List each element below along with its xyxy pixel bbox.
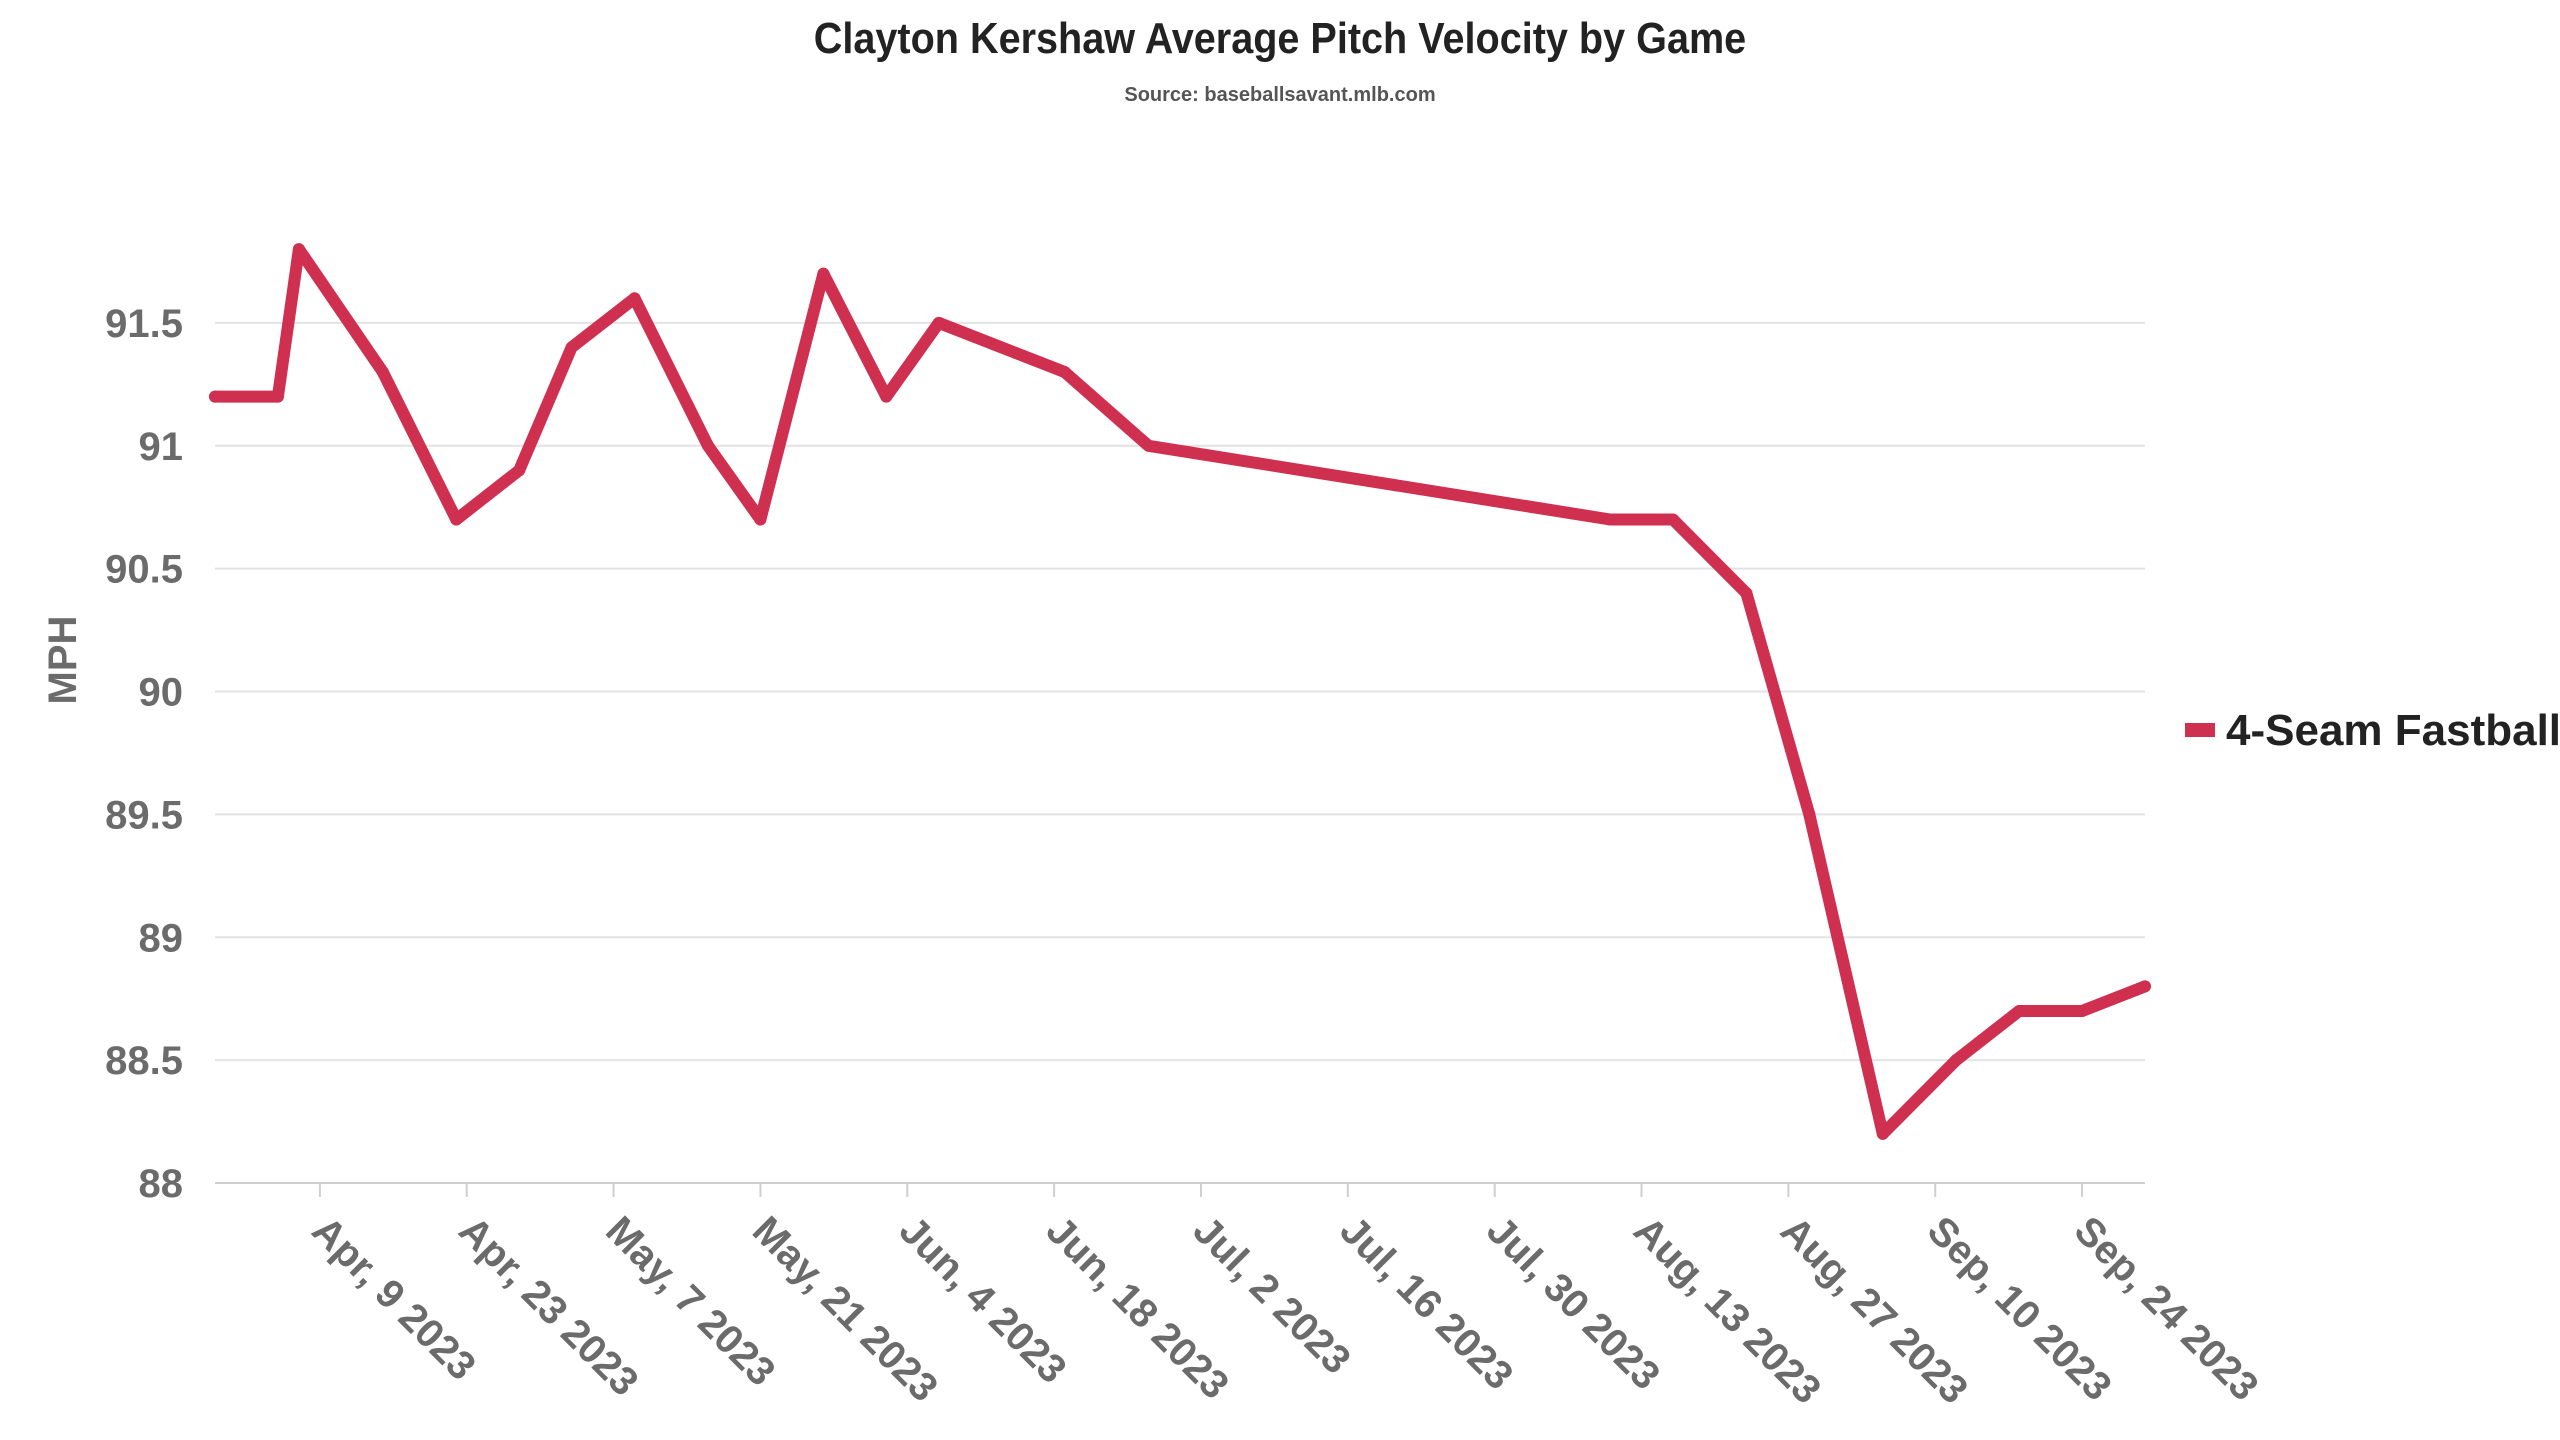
data-point [1876,1127,1889,1140]
data-point [2076,1004,2089,1017]
y-tick-label: 91 [139,425,184,469]
data-point [2139,980,2151,993]
data-point [1666,513,1679,526]
data-point [628,292,641,305]
data-point [376,366,389,379]
data-point [565,341,578,354]
y-tick-label: 90.5 [105,548,183,592]
data-point [209,390,221,403]
data-point [271,390,284,403]
data-point [1142,439,1155,452]
data-point [1803,808,1816,821]
data-point [754,513,767,526]
data-point [513,464,526,477]
legend: 4-Seam Fastball [2185,706,2560,755]
data-point [880,390,893,403]
data-point [817,267,830,280]
grid-lines [215,321,2145,1062]
data-point [1950,1054,1963,1067]
data-point [450,513,463,526]
series-line-4-seam-fastball [209,243,2151,1140]
y-tick-label: 88.5 [105,1039,183,1083]
series-layer [209,243,2151,1140]
data-point [1604,513,1617,526]
y-tick-label: 88 [139,1162,184,1206]
y-tick-label: 90 [139,671,184,715]
y-axis-title: MPH [41,616,85,705]
chart-subtitle: Source: baseballsavant.mlb.com [1124,84,1436,106]
legend-label: 4-Seam Fastball [2226,706,2560,755]
data-point [2013,1004,2026,1017]
chart-title: Clayton Kershaw Average Pitch Velocity b… [813,14,1747,63]
data-point [701,439,714,452]
data-point [1740,587,1753,600]
y-tick-label: 89 [139,916,184,960]
y-tick-label: 91.5 [105,302,183,346]
data-point [1058,366,1071,379]
data-point [932,316,945,329]
data-point [292,243,305,256]
y-tick-label: 89.5 [105,793,183,837]
